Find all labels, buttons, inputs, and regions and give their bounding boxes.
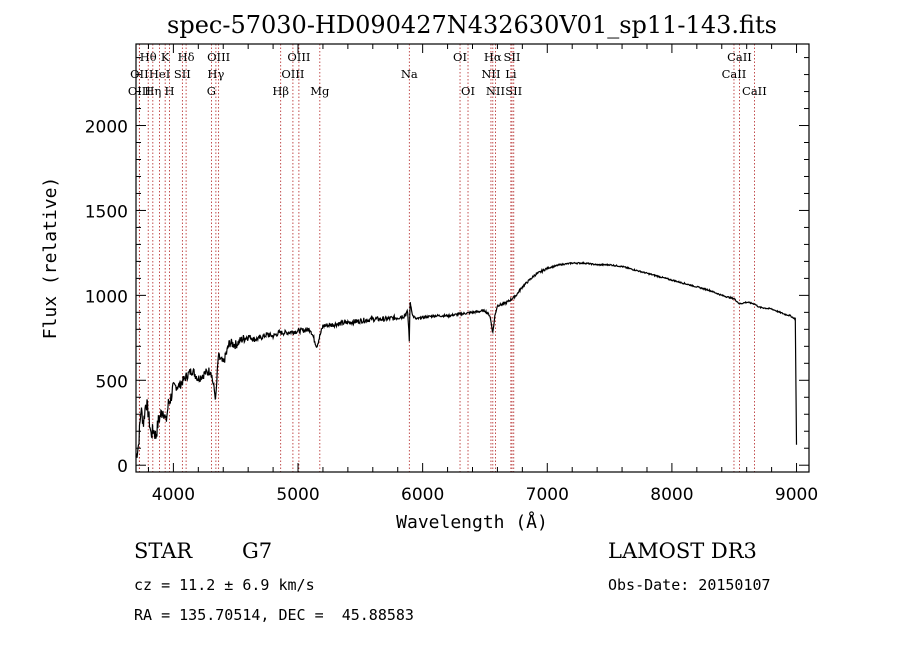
spectral-line-label: OIII	[287, 50, 310, 64]
object-class: STAR	[134, 539, 193, 563]
spectral-line-label: Hγ	[207, 67, 224, 81]
flux-series-line	[135, 261, 798, 458]
spectral-line-label: OIII	[128, 84, 151, 98]
spectral-line-label: NII	[481, 67, 500, 81]
spectral-line-label: SII	[504, 50, 521, 64]
x-tick-label: 9000	[775, 485, 818, 505]
spectral-line-label: OI	[453, 50, 467, 64]
spectral-line-labels: Hθ OII OIII K HeI Hη SII H Hδ OIII Hγ G OIII OIII Hβ Mg…	[128, 50, 767, 98]
spectral-line-label: Hη	[144, 84, 161, 98]
y-tick-label: 0	[117, 457, 128, 477]
x-tick-label: 4000	[152, 485, 195, 505]
y-tick-label: 1000	[85, 287, 128, 307]
spectral-line-label: CaII	[722, 67, 747, 81]
spectral-line-label: OIII	[207, 50, 230, 64]
spectral-line-label: OI	[461, 84, 475, 98]
spectral-line-label: H	[165, 84, 175, 98]
spectral-line-markers	[138, 44, 755, 472]
chart-title: spec-57030-HD090427N432630V01_sp11-143.f…	[167, 11, 777, 39]
x-axis-label: Wavelength (Å)	[396, 511, 548, 533]
spectral-line-label: Hα	[484, 50, 502, 64]
spectral-line-label: CaII	[742, 84, 767, 98]
y-tick-label: 500	[96, 372, 128, 392]
x-tick-label: 5000	[276, 485, 319, 505]
spectral-line-label: K	[161, 50, 170, 64]
spectral-line-label: CaII	[727, 50, 752, 64]
spectral-line-label: SII	[505, 84, 522, 98]
x-tick-label: 8000	[650, 485, 693, 505]
spectral-line-label: G	[207, 84, 216, 98]
y-axis-label: Flux (relative)	[40, 177, 61, 340]
spectral-line-label: OII	[130, 67, 149, 81]
x-tick-label: 6000	[401, 485, 444, 505]
spectral-line-label: Hδ	[178, 50, 195, 64]
spectral-line-label: SII	[174, 67, 191, 81]
y-axis-ticks: 0 500 1000 1500 2000	[85, 57, 809, 477]
spectral-line-label: Hβ	[272, 84, 289, 98]
x-axis-ticks: 4000 5000 6000 7000 8000 9000	[147, 44, 818, 505]
plot-frame	[135, 43, 810, 473]
y-tick-label: 1500	[85, 202, 128, 222]
spectral-line-label: HeI	[149, 67, 170, 81]
y-tick-label: 2000	[85, 118, 128, 138]
redshift-text: cz = 11.2 ± 6.9 km/s	[134, 576, 315, 594]
obs-date: Obs-Date: 20150107	[608, 576, 771, 594]
survey-name: LAMOST DR3	[608, 539, 757, 563]
object-subclass: G7	[242, 539, 272, 563]
spectral-line-label: Mg	[310, 84, 330, 98]
spectral-line-label: NII	[486, 84, 505, 98]
spectral-line-label: Li	[505, 67, 517, 81]
x-tick-label: 7000	[526, 485, 569, 505]
coordinates: RA = 135.70514, DEC = 45.88583	[134, 606, 414, 624]
spectral-line-label: OIII	[281, 67, 304, 81]
spectral-line-label: Hθ	[140, 50, 157, 64]
spectral-line-label: Na	[401, 67, 418, 81]
